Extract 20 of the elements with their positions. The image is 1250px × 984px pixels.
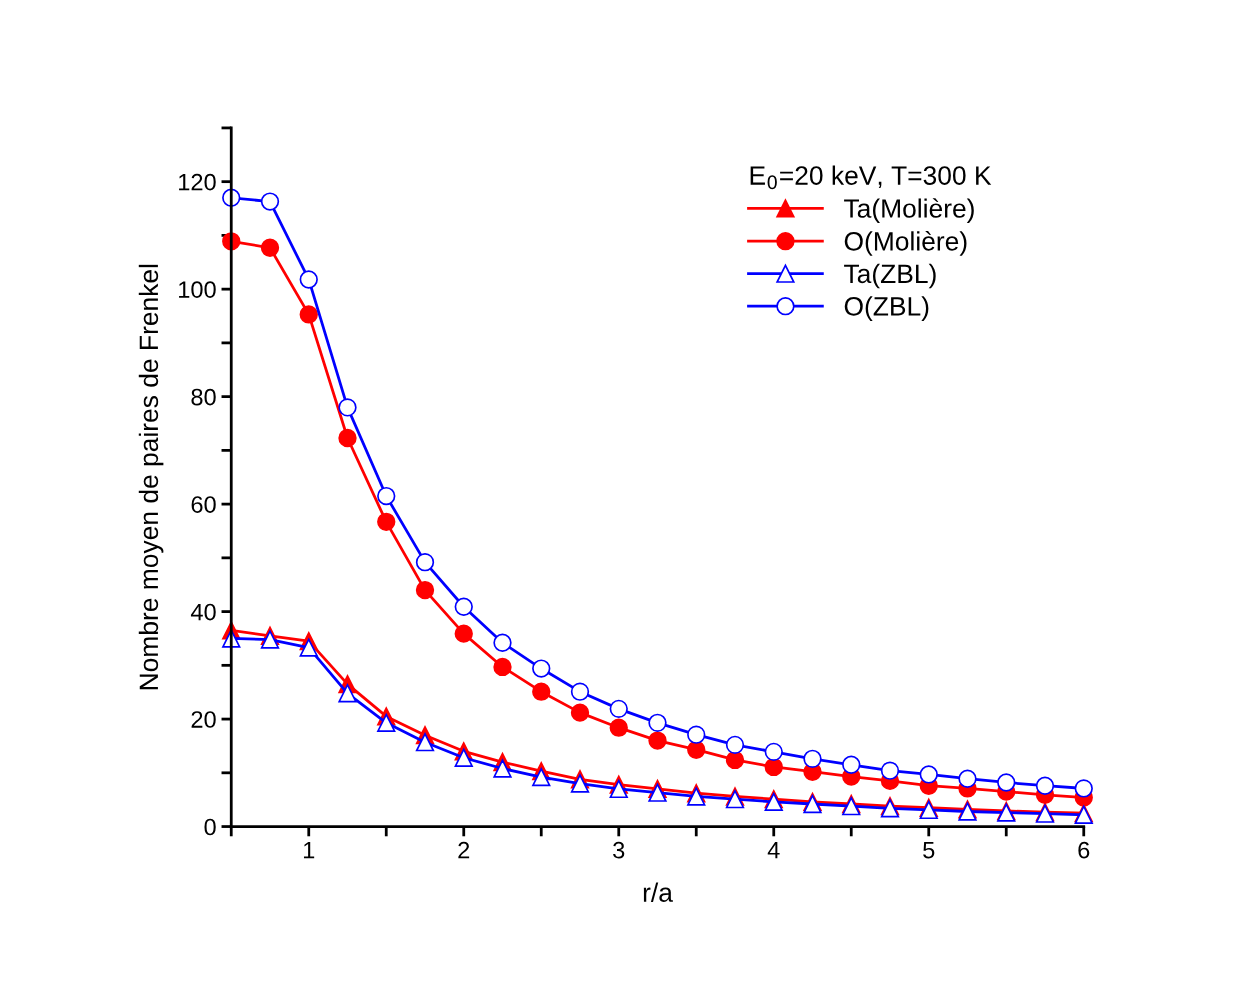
x-tick-label: 3 [613,841,625,859]
y-tick-label: 40 [190,603,216,621]
y-axis-title: Nombre moyen de paires de Frenkel [138,264,164,690]
legend-label: Ta(Molière) [844,198,974,224]
y-tick-label: 60 [191,496,216,513]
y-tick-label: 120 [179,173,216,191]
x-tick-label: 2 [458,841,470,859]
legend-label: O(Molière) [844,230,967,256]
y-tick-label: 100 [179,281,216,298]
y-tick-label: 20 [191,711,216,728]
x-tick-label: 5 [923,842,935,859]
x-tick-label: 1 [303,842,315,859]
y-tick-label: 0 [204,818,216,836]
legend-title: E$_{0}$=20 keV, T=300 K [750,165,992,190]
x-axis-title: r/a [643,882,673,902]
x-tick-label: 6 [1078,841,1090,859]
x-tick-label: 4 [767,842,780,859]
legend-label: O(ZBL) [844,296,929,321]
y-tick-label: 80 [191,388,216,406]
legend-label: Ta(ZBL) [844,263,936,289]
